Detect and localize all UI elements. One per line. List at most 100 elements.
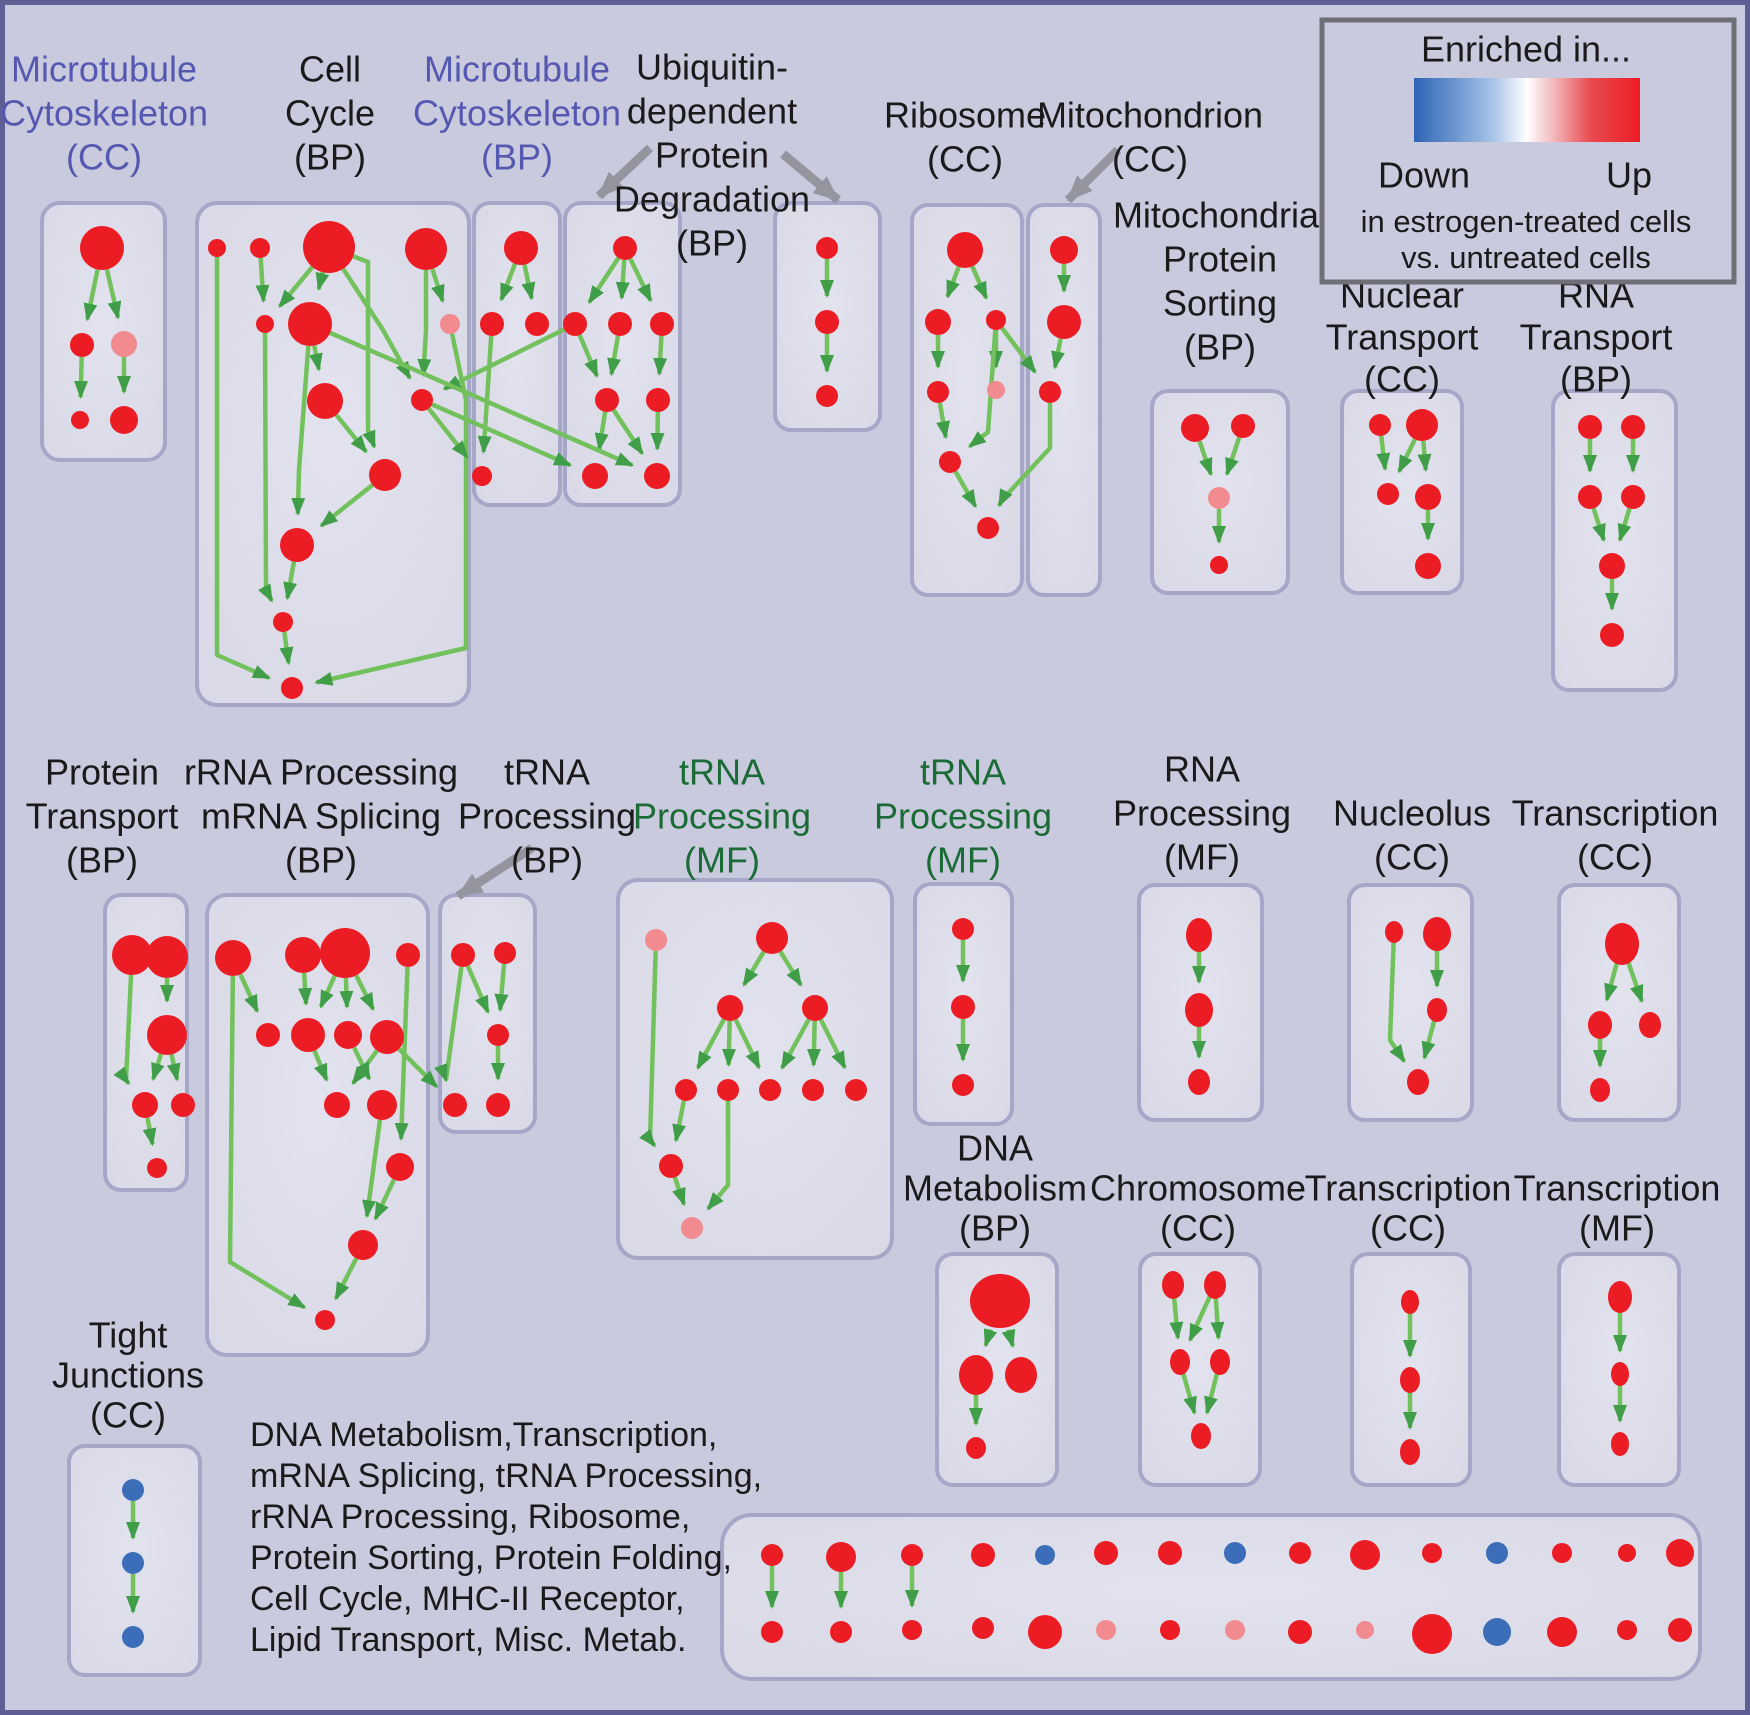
go-term-node [386, 1153, 414, 1181]
go-term-node [815, 310, 839, 334]
go-term-node [970, 1274, 1030, 1328]
go-term-node [826, 1542, 856, 1572]
label-microtubule-cytoskeleton-bp-line: (BP) [481, 137, 553, 178]
go-term-node [370, 1020, 404, 1054]
label-nucleolus-cc-line: (CC) [1374, 837, 1450, 878]
cluster-trna-processing-mf-large-edge [741, 950, 766, 987]
label-mitochondrion-cc-line: Mitochondrion [1037, 95, 1263, 136]
cluster-rrna-processing-mrna-splicing-bp-edge [362, 1119, 383, 1219]
go-term-node [369, 459, 401, 491]
cluster-rrna-processing-mrna-splicing-bp-edge [318, 974, 337, 1009]
go-term-node [1225, 1620, 1245, 1640]
label-rna-processing-mf-line: Processing [1113, 793, 1291, 834]
go-term-node [1231, 414, 1255, 438]
label-dna-metabolism-bp-line: Metabolism [903, 1168, 1087, 1209]
misc-clusters-note: DNA Metabolism,Transcription, mRNA Splici… [250, 1416, 762, 1659]
go-term-node [1621, 485, 1645, 509]
label-mitochondrion-cc-line: (CC) [1112, 139, 1188, 180]
go-term-node [480, 312, 504, 336]
cluster-microtubule-cytoskeleton-bp-edge [499, 263, 518, 302]
cluster-ubiquitin-degradation-bp [563, 201, 682, 507]
note-line: Protein Sorting, Protein Folding, [250, 1539, 732, 1577]
go-term-node [147, 1015, 187, 1055]
go-term-node [1181, 414, 1209, 442]
go-term-node [1385, 921, 1403, 943]
cluster-cell-cycle-bp-edge [258, 332, 274, 603]
go-term-node [939, 451, 961, 473]
go-term-node [952, 918, 974, 940]
go-term-node [816, 237, 838, 259]
go-term-node [1666, 1539, 1694, 1567]
go-term-node [645, 929, 667, 951]
go-term-node [1050, 236, 1078, 264]
go-term-node [613, 236, 637, 260]
cluster-rrna-processing-mrna-splicing-bp-edge [238, 973, 260, 1014]
edge-rrna-to-trnabp [397, 1047, 439, 1089]
label-microtubule-cytoskeleton-bp: Microtubule Cytoskeleton (BP) [413, 49, 621, 178]
cluster-chromosome-cc [1138, 1252, 1262, 1487]
go-term-node [1005, 1357, 1037, 1393]
go-term-node [1483, 1618, 1511, 1646]
pointer-mitochondrion [1064, 146, 1122, 204]
label-tight-junctions-cc-line: Tight [89, 1315, 168, 1356]
go-term-node [925, 309, 951, 335]
cluster-trna-processing-mf-large-edge [818, 1018, 847, 1070]
label-ribosome-cc: Ribosome (CC) [884, 95, 1046, 180]
go-term-node [761, 1621, 783, 1643]
go-term-node [285, 937, 321, 973]
label-rna-processing-mf: RNA Processing (MF) [1113, 749, 1291, 878]
go-term-node [972, 1617, 994, 1639]
label-cell-cycle-bp-line: Cell [299, 49, 361, 90]
label-dna-metabolism-bp: DNA Metabolism (BP) [903, 1128, 1087, 1249]
label-dna-metabolism-bp-line: (BP) [959, 1208, 1031, 1249]
go-term-node [1377, 483, 1399, 505]
cluster-rrna-processing-mrna-splicing-bp-edge [298, 972, 313, 1007]
go-term-node [1028, 1615, 1062, 1649]
label-rrna-processing-mrna-splicing-bp: rRNA Processing mRNA Splicing (BP) [184, 752, 458, 881]
pointer-ubiquitin-left [595, 144, 654, 200]
go-term-node [1552, 1543, 1572, 1563]
go-term-node [971, 1543, 995, 1567]
go-term-node [1423, 917, 1451, 951]
go-term-node [504, 231, 538, 265]
go-term-node [1210, 556, 1228, 574]
go-term-node [1210, 1349, 1230, 1375]
go-term-node [986, 310, 1006, 330]
label-nuclear-transport-cc-line: Transport [1326, 317, 1479, 358]
go-term-node [256, 1023, 280, 1047]
cluster-microtubule-cytoskeleton-cc-edge [83, 269, 100, 322]
go-term-node [1035, 1545, 1055, 1565]
go-term-node [122, 1552, 144, 1574]
go-term-node [147, 1158, 167, 1178]
label-protein-transport-bp-line: Protein [45, 752, 159, 793]
label-trna-processing-bp: tRNA Processing (BP) [458, 752, 636, 881]
go-term-node [1186, 918, 1212, 952]
cluster-microtubule-cytoskeleton-cc-edge [74, 356, 89, 400]
label-mitochondrial-protein-sorting-bp-line: (BP) [1184, 327, 1256, 368]
label-trna-processing-mf-1-line: Processing [633, 796, 811, 837]
go-term-node [1422, 1543, 1442, 1563]
cluster-microtubule-cytoskeleton-cc-edge [104, 268, 122, 320]
go-term-node [650, 312, 674, 336]
go-term-node [71, 411, 89, 429]
label-nucleolus-cc-line: Nucleolus [1333, 793, 1491, 834]
label-transcription-cc-mid: Transcription (CC) [1512, 793, 1719, 878]
go-term-node [215, 940, 251, 976]
label-trna-processing-mf-2-line: (MF) [925, 840, 1001, 881]
cluster-ribosome-cc-edge [968, 329, 998, 449]
go-term-node [1047, 305, 1081, 339]
label-mitochondrial-protein-sorting-bp-line: Mitochondrial [1113, 195, 1327, 236]
go-term-node [1611, 1362, 1629, 1386]
go-term-node [1289, 1542, 1311, 1564]
go-term-node [208, 239, 226, 257]
cluster-ribosome-cc-edge [970, 265, 989, 300]
go-term-node [659, 1154, 683, 1178]
label-trna-processing-bp-line: Processing [458, 796, 636, 837]
cluster-trna-processing-bp-edge [494, 963, 509, 1013]
go-term-node [1618, 1544, 1636, 1562]
cluster-transcription-cc-mid-edge [1625, 959, 1644, 1004]
go-term-node [1427, 998, 1447, 1022]
legend-up-label: Up [1606, 155, 1652, 196]
go-term-node [761, 1544, 783, 1566]
